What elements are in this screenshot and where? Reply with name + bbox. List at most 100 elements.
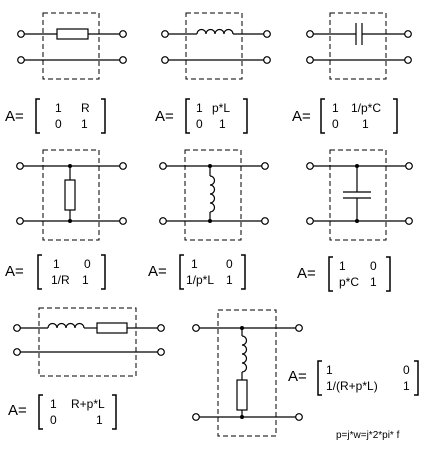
matrix-cell: 1 bbox=[332, 101, 339, 115]
output-terminal bbox=[295, 413, 303, 421]
matrix-cell: 1 bbox=[362, 117, 369, 131]
matrix-cell: R bbox=[81, 101, 90, 115]
circuit-series-capacitor bbox=[306, 12, 412, 80]
matrix-label: A= bbox=[5, 108, 24, 125]
matrix-cell: 0 bbox=[370, 259, 377, 273]
matrix-cell: 1 bbox=[50, 397, 57, 411]
matrix-cell: R+p*L bbox=[71, 397, 105, 411]
matrix-cell: 1 bbox=[96, 413, 103, 427]
matrix-cell: 1 bbox=[403, 379, 410, 393]
matrix-series-capacitor: A= 1 1/p*C 0 1 bbox=[292, 98, 398, 134]
circuit-shunt-rl bbox=[192, 309, 303, 437]
circuit-shunt-resistor bbox=[16, 149, 127, 241]
output-terminal bbox=[405, 217, 413, 225]
input-terminal bbox=[161, 30, 169, 38]
matrix-label: A= bbox=[288, 368, 307, 385]
footnote-formula: p=j*w=j*2*pi* f bbox=[336, 430, 400, 441]
matrix-series-resistor: A= 1 R 0 1 bbox=[5, 98, 106, 134]
capacitor-symbol bbox=[343, 191, 371, 199]
junction-dot bbox=[68, 219, 72, 223]
matrix-cell: 1 bbox=[219, 117, 226, 131]
matrix-shunt-rl: A= 1 0 1/(R+p*L) 1 bbox=[288, 360, 419, 396]
matrix-cell: 0 bbox=[226, 257, 233, 271]
junction-dot bbox=[240, 326, 244, 330]
output-terminal bbox=[157, 324, 165, 332]
inductor-symbol bbox=[47, 322, 85, 329]
matrix-label: A= bbox=[148, 263, 167, 280]
capacitor-symbol bbox=[355, 23, 363, 45]
matrix-cell: 0 bbox=[84, 257, 91, 271]
matrix-cell: 1 bbox=[339, 259, 346, 273]
resistor-symbol bbox=[64, 179, 76, 211]
junction-dot bbox=[68, 164, 72, 168]
circuit-shunt-capacitor bbox=[306, 149, 413, 241]
matrix-cell: 1 bbox=[191, 257, 198, 271]
circuit-series-resistor bbox=[17, 12, 127, 80]
input-terminal bbox=[159, 217, 167, 225]
output-terminal bbox=[404, 56, 412, 64]
input-terminal bbox=[16, 217, 24, 225]
output-terminal bbox=[261, 162, 269, 170]
input-terminal bbox=[306, 162, 314, 170]
matrix-cell: 1 bbox=[370, 275, 377, 289]
matrix-shunt-capacitor: A= 1 0 p*C 1 bbox=[297, 256, 391, 292]
resistor-symbol bbox=[236, 379, 248, 411]
matrix-cell: 0 bbox=[196, 117, 203, 131]
circuit-series-rl bbox=[13, 307, 165, 377]
output-terminal bbox=[295, 324, 303, 332]
matrix-cell: 1 bbox=[55, 101, 62, 115]
inductor-symbol bbox=[209, 175, 216, 213]
matrix-cell: p*C bbox=[339, 275, 359, 289]
matrix-cell: 1 bbox=[196, 101, 203, 115]
input-terminal bbox=[16, 162, 24, 170]
matrix-series-rl: A= 1 R+p*L 0 1 bbox=[8, 394, 117, 430]
matrix-cell: 1/p*L bbox=[186, 273, 214, 287]
junction-dot bbox=[240, 415, 244, 419]
junction-dot bbox=[355, 164, 359, 168]
resistor-symbol bbox=[96, 322, 128, 334]
output-terminal bbox=[157, 348, 165, 356]
input-terminal bbox=[192, 324, 200, 332]
output-terminal bbox=[405, 162, 413, 170]
matrix-cell: 1 bbox=[226, 273, 233, 287]
output-terminal bbox=[119, 30, 127, 38]
input-terminal bbox=[17, 56, 25, 64]
matrix-cell: 1/p*C bbox=[351, 101, 381, 115]
output-terminal bbox=[404, 30, 412, 38]
junction-dot bbox=[208, 164, 212, 168]
matrix-cell: 0 bbox=[332, 117, 339, 131]
input-terminal bbox=[161, 56, 169, 64]
input-terminal bbox=[306, 30, 314, 38]
matrix-label: A= bbox=[5, 263, 24, 280]
circuit-shunt-inductor bbox=[159, 149, 269, 241]
matrix-cell: 0 bbox=[403, 363, 410, 377]
matrix-cell: 1 bbox=[53, 257, 60, 271]
matrix-cell: 1 bbox=[326, 363, 333, 377]
matrix-label: A= bbox=[292, 108, 311, 125]
input-terminal bbox=[17, 30, 25, 38]
output-terminal bbox=[261, 217, 269, 225]
matrix-shunt-inductor: A= 1 0 1/p*L 1 bbox=[148, 254, 246, 290]
matrix-series-inductor: A= 1 p*L 0 1 bbox=[155, 98, 248, 134]
matrix-cell: 1/(R+p*L) bbox=[326, 379, 378, 393]
inductor-symbol bbox=[196, 28, 234, 35]
output-terminal bbox=[119, 162, 127, 170]
input-terminal bbox=[192, 413, 200, 421]
output-terminal bbox=[263, 56, 271, 64]
matrix-cell: 0 bbox=[50, 413, 57, 427]
output-terminal bbox=[263, 30, 271, 38]
matrix-cell: 1 bbox=[81, 117, 88, 131]
output-terminal bbox=[119, 56, 127, 64]
inductor-symbol bbox=[241, 335, 248, 373]
output-terminal bbox=[119, 217, 127, 225]
resistor-symbol bbox=[56, 28, 89, 40]
input-terminal bbox=[13, 348, 21, 356]
matrix-label: A= bbox=[297, 265, 316, 282]
input-terminal bbox=[159, 162, 167, 170]
input-terminal bbox=[13, 324, 21, 332]
junction-dot bbox=[208, 219, 212, 223]
input-terminal bbox=[306, 56, 314, 64]
junction-dot bbox=[355, 219, 359, 223]
matrix-cell: p*L bbox=[212, 101, 230, 115]
